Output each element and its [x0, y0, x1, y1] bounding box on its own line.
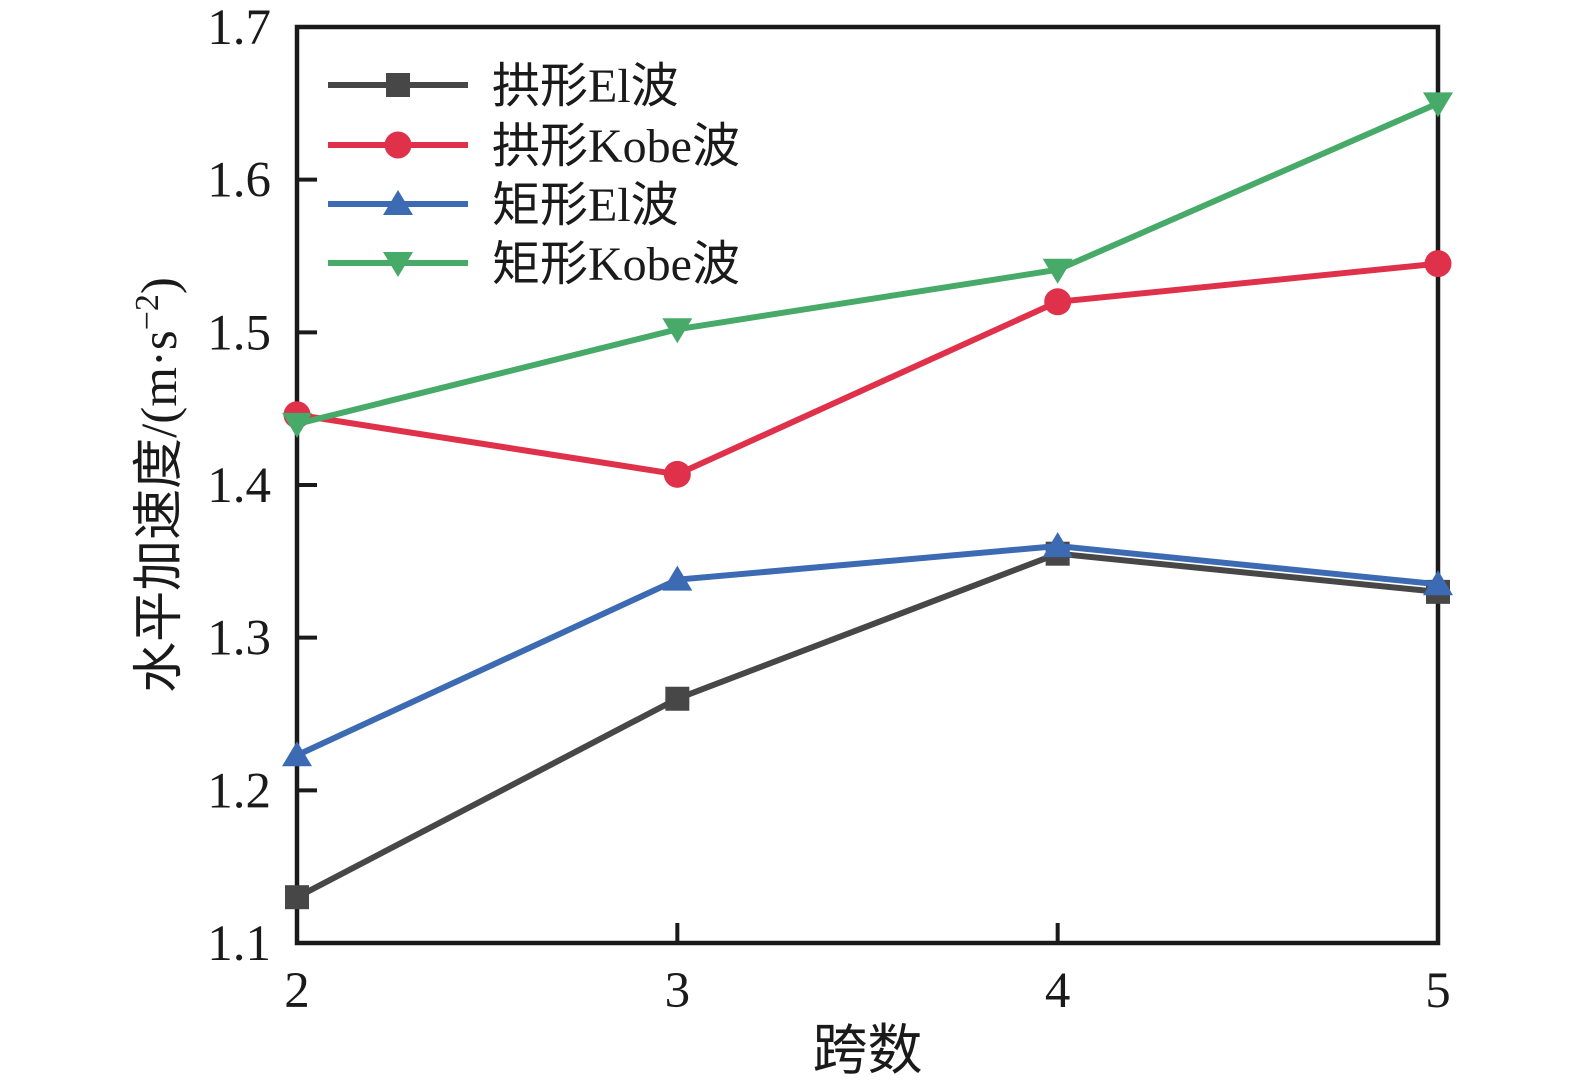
y-axis-title-superscript: −2: [129, 294, 166, 330]
y-tick-label: 1.3: [207, 611, 271, 667]
y-tick-label: 1.4: [207, 458, 271, 514]
legend-label: 矩形Kobe波: [492, 238, 740, 291]
series-line: [296, 260, 1439, 478]
legend-item: 拱形El波: [328, 60, 679, 113]
x-tick-label: 2: [284, 963, 310, 1019]
legend-item: 矩形El波: [328, 179, 679, 232]
series-3: [282, 532, 1453, 767]
series-4: [282, 92, 1453, 438]
series-1: [285, 541, 1450, 910]
y-tick-label: 1.1: [207, 916, 271, 972]
legend-label: 拱形Kobe波: [492, 120, 740, 173]
data-point-marker: [1044, 288, 1072, 316]
y-tick-label: 1.2: [207, 763, 271, 819]
data-point-marker: [662, 318, 693, 344]
series-line: [295, 543, 1439, 758]
legend-marker: [383, 190, 413, 215]
data-point-marker: [1423, 92, 1453, 118]
legend-marker: [384, 131, 412, 159]
data-point-marker: [1424, 250, 1452, 278]
y-axis-title-end: ): [132, 277, 188, 294]
data-point-marker: [1042, 258, 1073, 284]
series-2: [283, 250, 1452, 488]
data-point-marker: [1423, 570, 1453, 596]
data-point-marker: [662, 565, 693, 591]
legend-label: 矩形El波: [492, 179, 679, 232]
legend-item: 拱形Kobe波: [328, 120, 740, 173]
legend-item: 矩形Kobe波: [328, 238, 740, 291]
x-axis-title: 跨数: [812, 1020, 922, 1081]
series-line: [295, 550, 1439, 900]
x-tick-label: 4: [1045, 963, 1071, 1019]
data-point-marker: [665, 686, 690, 711]
y-tick-label: 1.6: [207, 153, 271, 209]
legend-marker: [386, 73, 410, 97]
legend-label: 拱形El波: [492, 60, 679, 113]
data-point-marker: [285, 885, 309, 910]
y-tick-label: 1.7: [207, 0, 271, 56]
y-tick-label: 1.5: [207, 305, 271, 361]
data-point-marker: [282, 412, 312, 438]
y-axis-title-main: 水平加速度/(m·s: [132, 330, 188, 693]
series-line: [296, 100, 1440, 427]
data-point-marker: [282, 741, 312, 767]
data-point-marker: [1042, 532, 1073, 558]
data-point-marker: [663, 460, 691, 488]
x-tick-label: 3: [665, 963, 691, 1019]
x-tick-label: 5: [1425, 963, 1451, 1019]
y-axis-title: 水平加速度/(m·s−2): [129, 277, 188, 693]
legend-marker: [383, 252, 413, 277]
